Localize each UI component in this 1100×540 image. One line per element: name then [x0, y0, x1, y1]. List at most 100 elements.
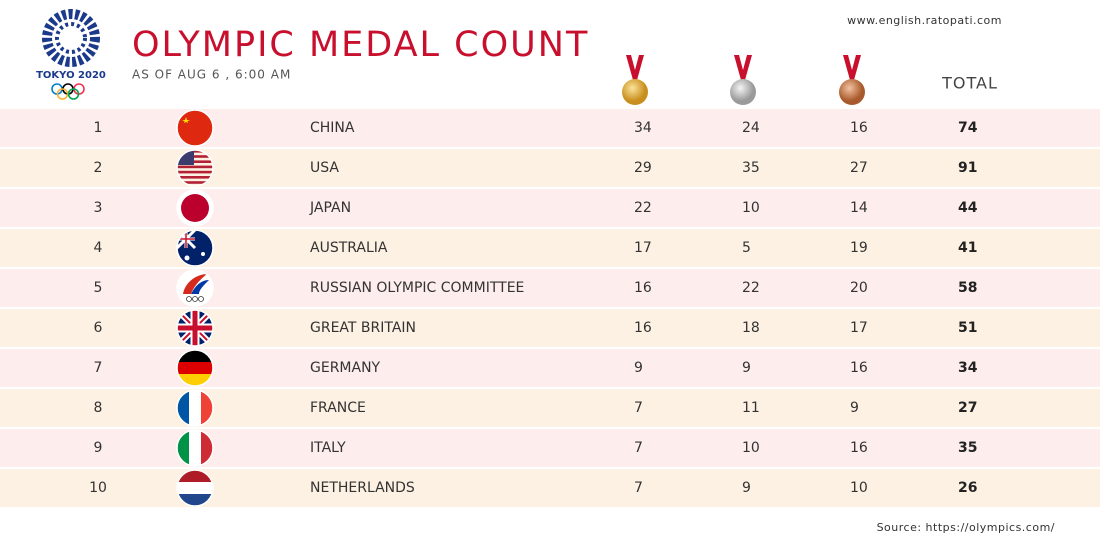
bronze-medal	[839, 55, 865, 105]
table-row	[0, 309, 1100, 347]
flag-body	[177, 190, 213, 226]
flag-part	[182, 117, 190, 123]
silver-cell: 10	[742, 440, 760, 456]
total-cell: 34	[958, 360, 978, 376]
flag	[176, 429, 214, 467]
flag-part	[189, 390, 201, 426]
gold-cell: 9	[634, 360, 643, 376]
total-cell: 44	[958, 200, 978, 216]
rank-cell: 8	[94, 400, 103, 416]
total-cell: 27	[958, 400, 977, 416]
table-row	[0, 109, 1100, 147]
flag-part	[184, 255, 190, 261]
country-cell: CHINA	[310, 120, 355, 136]
flag-part	[177, 310, 213, 346]
silver-cell: 18	[742, 320, 760, 336]
table: 1 CHINA 34 24 16 742 USA 29 35 27 913 JAPAN 22 10 14 44…	[0, 109, 1100, 507]
table-row	[0, 429, 1100, 467]
total-cell: 91	[958, 160, 977, 176]
flag-part	[186, 296, 192, 302]
flag-part	[177, 181, 213, 184]
flag-rim	[176, 429, 214, 467]
flag-rim	[176, 269, 214, 307]
country-cell: FRANCE	[310, 400, 366, 416]
flag-part	[177, 176, 213, 179]
country-cell: RUSSIAN OLYMPIC COMMITTEE	[310, 280, 524, 296]
silver-cell: 24	[742, 120, 760, 136]
rank-cell: 1	[94, 120, 103, 136]
gold-cell: 7	[634, 400, 643, 416]
flag	[176, 229, 214, 267]
gold-cell: 29	[634, 160, 652, 176]
silver-cell: 22	[742, 280, 760, 296]
bronze-cell: 17	[850, 320, 868, 336]
country-cell: JAPAN	[309, 200, 351, 216]
flag	[176, 269, 214, 307]
flag-part	[201, 252, 205, 256]
gold-cell: 7	[634, 440, 643, 456]
flag-rim	[176, 109, 214, 147]
flag-part	[181, 194, 209, 222]
silver-cell: 9	[742, 480, 751, 496]
gold-cell: 16	[634, 280, 652, 296]
table-row	[0, 229, 1100, 267]
flag-part	[177, 160, 213, 163]
table-row	[0, 149, 1100, 187]
flag-part	[177, 155, 213, 158]
table-row	[0, 189, 1100, 227]
rank-cell: 9	[94, 440, 103, 456]
flag-body	[177, 270, 213, 306]
silver-cell: 5	[742, 240, 751, 256]
flag	[176, 469, 214, 507]
flag-part	[177, 165, 213, 169]
total-cell: 51	[958, 320, 977, 336]
rank-cell: 10	[89, 480, 107, 496]
table-row	[0, 269, 1100, 307]
table-row	[0, 349, 1100, 387]
total-header: TOTAL	[941, 74, 998, 93]
flag-part	[177, 150, 213, 153]
total-cell: 26	[958, 480, 977, 496]
flag-rim	[176, 469, 214, 507]
flag-part	[183, 274, 207, 294]
gold-cell: 22	[634, 200, 652, 216]
gold-cell: 16	[634, 320, 652, 336]
title: OLYMPIC MEDAL COUNT	[132, 25, 589, 65]
silver-cell: 35	[742, 160, 760, 176]
flag	[176, 109, 214, 147]
bronze-cell: 27	[850, 160, 868, 176]
table-row	[0, 469, 1100, 507]
total-cell: 41	[958, 240, 977, 256]
flag-part	[192, 296, 198, 302]
bronze-cell: 10	[850, 480, 868, 496]
total-cell: 58	[958, 280, 977, 296]
bronze-cell: 16	[850, 360, 868, 376]
gold-cell: 7	[634, 480, 643, 496]
subtitle: AS OF AUG 6 , 6:00 AM	[132, 68, 291, 82]
country-cell: GERMANY	[310, 360, 381, 376]
gold-cell: 34	[634, 120, 652, 136]
country-cell: NETHERLANDS	[310, 480, 415, 496]
rank-cell: 3	[94, 200, 103, 216]
flag-part	[177, 170, 213, 174]
country-cell: GREAT BRITAIN	[310, 320, 416, 336]
rank-cell: 7	[94, 360, 103, 376]
flag-rim	[176, 189, 214, 227]
table-row	[0, 389, 1100, 427]
flag-body	[177, 310, 213, 346]
flag-part	[191, 280, 209, 294]
bronze-cell: 20	[850, 280, 868, 296]
silver-cell: 11	[742, 400, 760, 416]
bronze-cell: 16	[850, 120, 868, 136]
source: Source: https://olympics.com/	[877, 521, 1055, 534]
flag-rim	[176, 149, 214, 187]
flag-part	[177, 110, 213, 146]
flag	[176, 189, 214, 227]
silver-medal	[730, 55, 756, 105]
bronze-cell: 9	[850, 400, 859, 416]
flag-rim	[176, 389, 214, 427]
website: www.english.ratopati.com	[847, 14, 1002, 27]
country-cell: ITALY	[310, 440, 346, 456]
rank-cell: 2	[94, 160, 103, 176]
